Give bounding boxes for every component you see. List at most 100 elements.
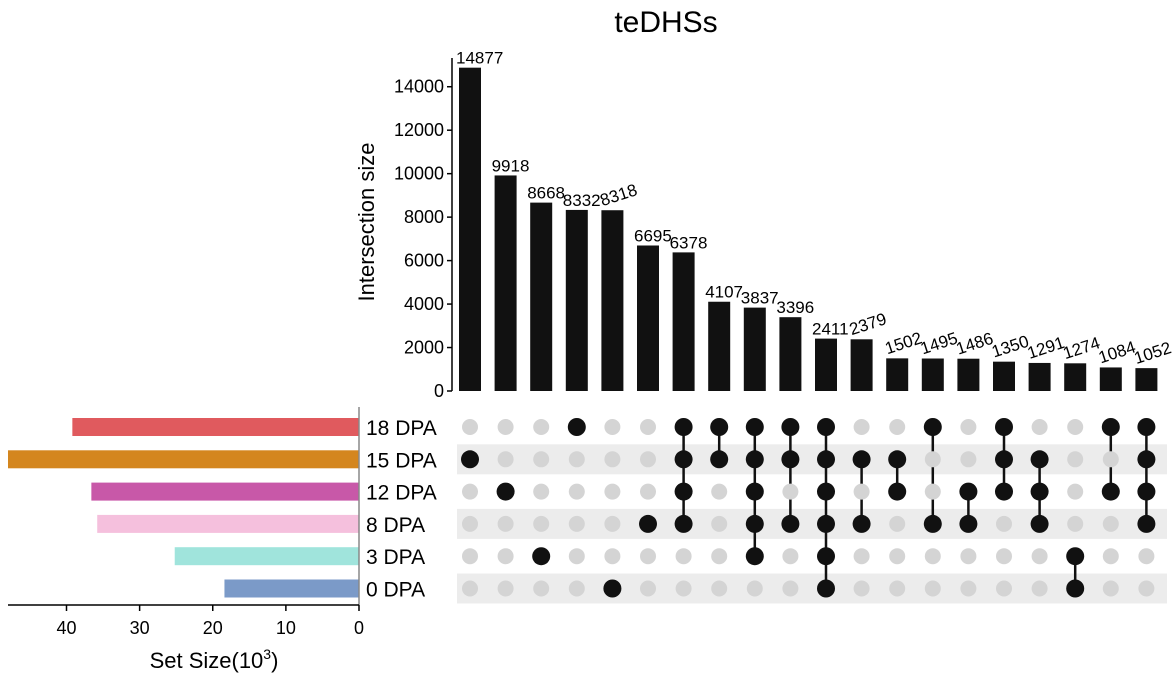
- matrix-dot-active: [817, 547, 835, 566]
- set-size-axis-title-main: Set Size(10: [150, 648, 264, 673]
- matrix-dot-inactive: [782, 548, 799, 565]
- set-size-bar: [8, 450, 359, 469]
- intersection-bar: [1028, 362, 1051, 391]
- intersection-bar-label: 14877: [456, 49, 503, 68]
- set-size-x-tick-label: 20: [203, 618, 223, 638]
- set-size-bar: [91, 482, 360, 501]
- matrix-dot-inactive: [924, 483, 941, 500]
- matrix-dot-active: [995, 450, 1013, 469]
- matrix-dot-active: [532, 547, 551, 566]
- matrix-dot-inactive: [533, 451, 550, 468]
- set-size-bar: [97, 514, 360, 533]
- chart-title: teDHSs: [614, 6, 717, 39]
- matrix-dot-active: [745, 450, 764, 469]
- matrix-dot-inactive: [497, 548, 514, 565]
- matrix-dot-active: [496, 482, 515, 501]
- matrix-dot-active: [1066, 579, 1085, 598]
- matrix-dot-inactive: [960, 451, 977, 468]
- matrix-dot-active: [995, 482, 1013, 501]
- intersection-bar-label: 8668: [527, 184, 565, 203]
- set-size-x-tick-label: 30: [130, 618, 150, 638]
- matrix-dot-inactive: [853, 548, 870, 565]
- matrix-dot-active: [923, 418, 942, 436]
- matrix-dot-active: [781, 514, 800, 533]
- matrix-dot-inactive: [924, 451, 941, 468]
- matrix-dot-inactive: [1067, 451, 1084, 468]
- matrix-dot-inactive: [1067, 515, 1084, 532]
- matrix-dot-active: [1030, 450, 1049, 469]
- matrix-dot-active: [710, 450, 729, 469]
- y-tick-label: 2000: [404, 338, 444, 358]
- intersection-bar: [459, 67, 481, 391]
- intersection-bar-label: 1052: [1132, 338, 1172, 368]
- intersection-matrix: [461, 418, 1156, 598]
- matrix-dot-inactive: [996, 580, 1012, 597]
- matrix-dot-inactive: [1031, 580, 1048, 597]
- set-label: 0 DPA: [366, 579, 425, 602]
- set-label: 8 DPA: [366, 514, 425, 537]
- matrix-dot-active: [603, 579, 622, 598]
- matrix-dot-active: [781, 450, 800, 469]
- matrix-dot-inactive: [1067, 483, 1084, 500]
- intersection-bar-label: 9918: [492, 156, 530, 175]
- matrix-dot-inactive: [889, 419, 906, 435]
- y-tick-label: 6000: [404, 251, 444, 271]
- matrix-dot-inactive: [853, 580, 870, 597]
- matrix-dot-inactive: [889, 515, 906, 532]
- intersection-bar-label: 3837: [741, 289, 779, 308]
- matrix-dot-active: [1101, 418, 1120, 436]
- matrix-dot-inactive: [533, 483, 550, 500]
- matrix-row-shade: [457, 444, 1167, 475]
- set-size-x-tick-label: 10: [276, 618, 296, 638]
- matrix-dot-inactive: [1138, 580, 1155, 597]
- matrix-dot-inactive: [568, 483, 585, 500]
- matrix-dot-inactive: [853, 419, 870, 435]
- matrix-dot-active: [959, 514, 978, 533]
- matrix-dot-inactive: [568, 548, 585, 565]
- matrix-dot-inactive: [640, 451, 656, 468]
- matrix-dot-active: [1137, 514, 1156, 533]
- matrix-dot-inactive: [1102, 580, 1119, 597]
- matrix-dot-active: [852, 450, 871, 469]
- matrix-dot-active: [817, 482, 835, 501]
- matrix-dot-active: [817, 514, 835, 533]
- matrix-dot-inactive: [640, 580, 656, 597]
- matrix-dot-inactive: [711, 515, 728, 532]
- matrix-dot-inactive: [462, 580, 478, 597]
- matrix-dot-inactive: [604, 515, 621, 532]
- intersection-bar: [1135, 368, 1158, 391]
- matrix-dot-active: [1137, 482, 1156, 501]
- matrix-dot-active: [1101, 482, 1120, 501]
- y-tick-label: 14000: [394, 77, 444, 97]
- matrix-dot-inactive: [1102, 548, 1119, 565]
- matrix-dot-inactive: [711, 483, 728, 500]
- matrix-dot-inactive: [960, 580, 977, 597]
- matrix-dot-active: [781, 418, 800, 436]
- matrix-dot-active: [745, 514, 764, 533]
- matrix-dot-inactive: [568, 580, 585, 597]
- intersection-bar: [743, 307, 766, 391]
- intersection-bar: [637, 245, 659, 391]
- matrix-dot-inactive: [604, 419, 621, 435]
- matrix-dot-inactive: [711, 580, 728, 597]
- intersection-bar: [1099, 367, 1122, 391]
- intersection-bar-label: 2411: [812, 320, 849, 339]
- intersection-bar-label: 4107: [705, 283, 743, 302]
- intersection-bar: [708, 301, 731, 391]
- matrix-dot-active: [710, 418, 729, 436]
- intersection-bar: [993, 361, 1015, 391]
- matrix-dot-inactive: [889, 548, 906, 565]
- matrix-dot-inactive: [640, 548, 656, 565]
- matrix-dot-inactive: [1067, 419, 1084, 435]
- intersection-bar-label: 3396: [776, 298, 814, 317]
- set-label: 12 DPA: [366, 482, 437, 505]
- matrix-dot-active: [817, 418, 835, 436]
- intersection-bar: [921, 358, 944, 391]
- matrix-row-shade: [457, 573, 1167, 604]
- set-size-axis-title: Set Size(103): [150, 646, 279, 673]
- matrix-dot-inactive: [675, 548, 692, 565]
- matrix-dot-inactive: [924, 548, 941, 565]
- matrix-dot-inactive: [462, 419, 478, 435]
- matrix-dot-inactive: [960, 548, 977, 565]
